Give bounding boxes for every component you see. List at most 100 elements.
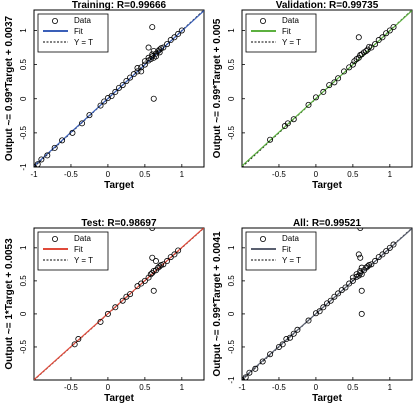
data-point [349, 277, 356, 284]
x-tick-label: 0 [314, 170, 319, 179]
data-point [112, 304, 119, 311]
x-tick-label: 1 [388, 383, 393, 392]
x-tick-label: 0 [106, 383, 111, 392]
x-tick-label: 1 [180, 383, 185, 392]
legend-data-marker [259, 235, 266, 242]
data-point [287, 334, 294, 341]
data-point [390, 24, 397, 31]
data-point [156, 49, 163, 56]
data-point [246, 369, 253, 376]
y-tick-label: 1 [227, 28, 236, 33]
y-tick-label: 0 [227, 311, 236, 316]
legend-data-marker [259, 17, 266, 24]
data-point [149, 228, 156, 231]
data-point [386, 27, 393, 34]
x-tick-label: -1 [30, 170, 38, 179]
data-point [149, 24, 156, 31]
data-point [372, 41, 379, 48]
data-point [267, 136, 274, 143]
data-point [327, 297, 334, 304]
legend-entry: Y = T [282, 256, 301, 265]
y-tick-label: 0.5 [227, 275, 236, 287]
data-point [104, 310, 111, 317]
data-point [175, 30, 182, 37]
data-point [44, 152, 51, 159]
legend-entry: Y = T [74, 38, 93, 47]
data-point [358, 310, 365, 317]
data-point [147, 271, 154, 278]
x-tick-label: 0 [106, 170, 111, 179]
legend: Data Fit Y = T [245, 231, 317, 271]
data-point [372, 258, 379, 265]
data-point [242, 374, 249, 380]
y-tick-label: -1 [19, 163, 28, 171]
data-point [152, 53, 159, 60]
x-axis-label: Target [104, 180, 134, 191]
data-point [349, 61, 356, 68]
data-point [390, 241, 397, 248]
chart-title: Test: R=0.98697 [81, 218, 157, 229]
data-point [294, 326, 301, 333]
data-point [290, 116, 297, 123]
fit-line [242, 10, 412, 167]
data-point [279, 341, 286, 348]
legend-entry: Fit [74, 245, 84, 254]
data-point [305, 101, 312, 108]
x-tick-label: 0 [314, 383, 319, 392]
data-point [331, 293, 338, 300]
data-point [79, 120, 86, 127]
data-point [305, 317, 312, 324]
data-point [320, 304, 327, 311]
data-point [123, 77, 130, 84]
legend-entry: Fit [282, 245, 292, 254]
data-point [316, 308, 323, 315]
legend-box [37, 231, 109, 271]
fit-line [34, 10, 204, 167]
data-point [101, 98, 108, 105]
data-point [383, 248, 390, 255]
data-point [97, 318, 104, 325]
data-point [134, 68, 141, 75]
data-point [355, 251, 362, 258]
legend-entry: Data [282, 234, 299, 243]
legend: Data Fit Y = T [37, 231, 109, 271]
data-point [34, 161, 41, 167]
x-tick-label: -1 [238, 383, 246, 392]
data-point [368, 261, 375, 268]
legend-entry: Data [74, 16, 91, 25]
fit-line [242, 228, 412, 380]
data-point [59, 137, 66, 144]
data-point [386, 244, 393, 251]
chart-title: Training: R=0.99666 [72, 0, 167, 11]
legend-box [245, 231, 317, 271]
x-axis-label: Target [104, 393, 134, 404]
data-point [138, 68, 145, 75]
data-point [108, 93, 115, 100]
x-tick-label: 1 [180, 170, 185, 179]
data-point [290, 330, 297, 337]
x-tick-label: 0.5 [139, 383, 151, 392]
legend-entry: Y = T [282, 38, 301, 47]
legend-box [37, 13, 109, 53]
data-point [127, 291, 134, 298]
x-axis-label: Target [312, 393, 342, 404]
data-point [160, 44, 167, 51]
x-tick-label: -0.5 [272, 383, 286, 392]
data-point [326, 82, 333, 89]
data-point [358, 287, 365, 294]
fit-line [34, 228, 204, 380]
data-point [150, 287, 157, 294]
data-point [145, 44, 152, 51]
data-point [364, 263, 371, 270]
y-tick-label: 1 [227, 245, 236, 250]
y-tick-label: 0.5 [227, 58, 236, 70]
data-point [357, 228, 364, 231]
data-point [357, 267, 364, 274]
data-point [112, 88, 119, 95]
data-point [357, 254, 364, 261]
chart-title: Validation: R=0.99735 [276, 0, 379, 11]
y-axis-label: Output ~= 1*Target + 0.0053 [4, 238, 15, 370]
data-point [71, 341, 78, 348]
legend-data-marker [52, 235, 59, 242]
data-point [119, 297, 126, 304]
